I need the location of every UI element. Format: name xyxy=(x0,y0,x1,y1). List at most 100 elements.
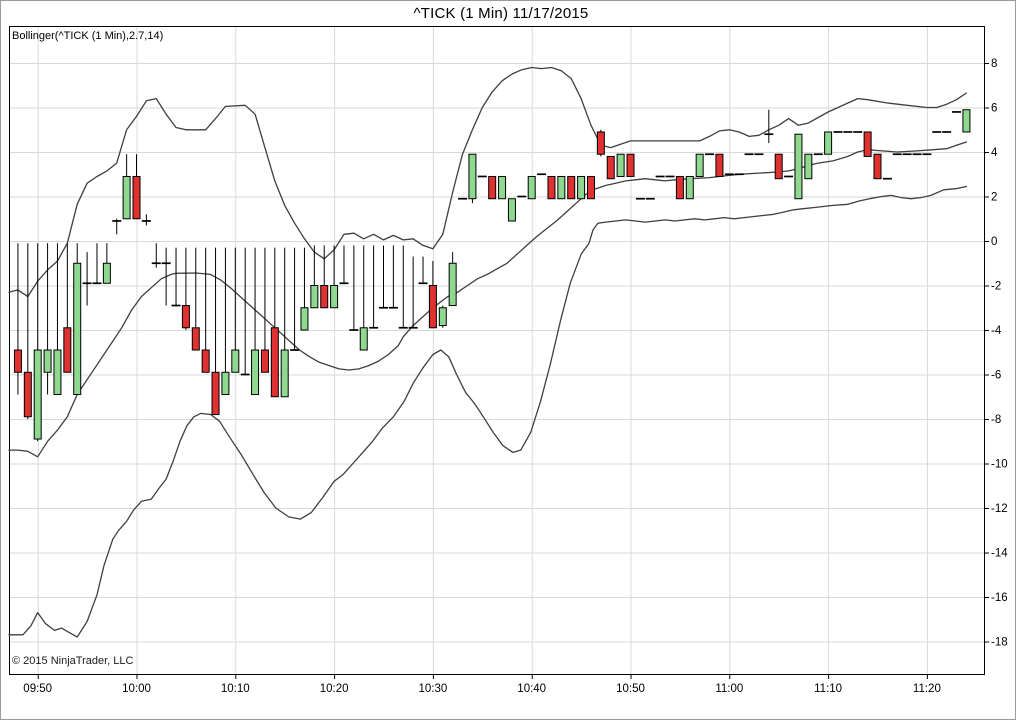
y-axis-label: 8 xyxy=(991,58,997,70)
candle xyxy=(13,243,22,395)
candle xyxy=(251,247,260,396)
candle-body xyxy=(863,131,872,157)
candle xyxy=(774,153,783,180)
candle-body xyxy=(606,155,615,180)
y-axis-label: 4 xyxy=(991,147,998,159)
candle xyxy=(270,247,279,398)
x-axis-label: 09:50 xyxy=(23,683,52,695)
candle xyxy=(418,256,428,285)
candle xyxy=(586,175,595,200)
candle-body xyxy=(63,327,72,373)
candle-body xyxy=(330,285,339,309)
candle-body xyxy=(626,153,635,177)
candle-body xyxy=(102,262,111,284)
candle xyxy=(191,247,200,351)
x-axis-label: 11:20 xyxy=(913,683,941,695)
candle-body xyxy=(260,349,269,373)
candle xyxy=(764,109,774,144)
candle xyxy=(606,155,615,180)
candle xyxy=(240,247,250,376)
candle xyxy=(211,247,220,416)
candle xyxy=(359,245,368,351)
candle-body xyxy=(685,175,694,200)
candle-body xyxy=(320,285,329,309)
candle xyxy=(557,175,566,200)
candle-body xyxy=(577,175,586,200)
candle xyxy=(171,247,181,307)
candle xyxy=(349,245,359,331)
y-axis-label: -18 xyxy=(991,637,1008,649)
candle xyxy=(102,243,111,284)
x-axis-label: 11:00 xyxy=(715,683,743,695)
candle xyxy=(507,198,516,222)
y-axis-label: -2 xyxy=(991,281,1001,293)
candle xyxy=(151,243,161,268)
y-axis-label: 6 xyxy=(991,103,997,115)
candle-body xyxy=(191,327,200,351)
candle xyxy=(685,175,694,200)
candle-body xyxy=(547,175,556,200)
y-axis-label: -12 xyxy=(991,503,1008,515)
candle xyxy=(92,243,102,285)
candle xyxy=(201,247,210,373)
candle xyxy=(330,245,339,309)
candle xyxy=(112,218,122,235)
candle-body xyxy=(231,349,240,373)
candle xyxy=(863,131,872,157)
candle xyxy=(231,247,240,373)
candle-body xyxy=(586,175,595,200)
lower-band-line xyxy=(8,185,968,638)
candle xyxy=(695,153,704,177)
x-axis-label: 10:00 xyxy=(122,683,151,695)
candle xyxy=(122,154,131,220)
candle xyxy=(43,243,52,395)
candle xyxy=(596,129,605,157)
candle xyxy=(290,247,300,351)
candle-body xyxy=(804,153,813,180)
candle xyxy=(339,245,349,285)
candle xyxy=(468,153,477,204)
candle xyxy=(498,175,507,200)
candle-body xyxy=(596,131,605,155)
candle-body xyxy=(270,327,279,398)
candle xyxy=(616,153,625,177)
candle-body xyxy=(507,198,516,222)
candle-body xyxy=(300,307,309,331)
candle xyxy=(804,153,813,180)
chart-title: ^TICK (1 Min) 11/17/2015 xyxy=(413,5,589,22)
candle-body xyxy=(488,175,497,200)
candle-body xyxy=(251,349,260,396)
candle-body xyxy=(211,371,220,416)
candle-body xyxy=(73,262,82,396)
indicator-label: Bollinger(^TICK (1 Min),2.7,14) xyxy=(12,30,164,42)
candle xyxy=(53,243,62,396)
candle-body xyxy=(774,153,783,180)
candle-body xyxy=(527,175,536,200)
candle xyxy=(675,175,684,200)
axis-ticks: 09:50 10:00 10:10 10:20 10:30 10:40 10:50 11:00… xyxy=(23,58,1008,695)
candle xyxy=(63,243,72,373)
candle-body xyxy=(824,131,833,155)
candle-body xyxy=(201,349,210,373)
candle xyxy=(221,247,230,396)
candle-body xyxy=(962,109,971,133)
candle xyxy=(398,245,408,329)
candle xyxy=(626,153,635,177)
candle-body xyxy=(53,349,62,396)
candle-body xyxy=(122,175,131,220)
candle-body xyxy=(675,175,684,200)
candle-body xyxy=(221,371,230,396)
copyright-label: © 2015 NinjaTrader, LLC xyxy=(12,655,134,667)
candle xyxy=(488,175,497,200)
candle xyxy=(408,256,418,329)
candle-body xyxy=(567,175,576,200)
candle xyxy=(567,175,576,200)
candle xyxy=(715,153,724,177)
x-axis-label: 10:50 xyxy=(616,683,645,695)
x-axis-label: 10:40 xyxy=(517,683,546,695)
x-axis-label: 10:30 xyxy=(419,683,448,695)
x-axis-label: 10:10 xyxy=(221,683,250,695)
candle-body xyxy=(616,153,625,177)
